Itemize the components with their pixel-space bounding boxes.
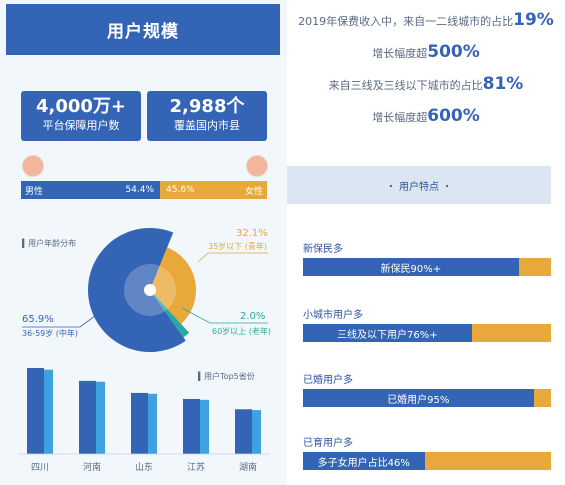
income-line-2: 增长幅度超500% [372, 42, 480, 62]
province-bar-3-b [148, 393, 157, 454]
feature-title-1: 新保民多 [303, 244, 343, 255]
male-pct: 54.4% [125, 185, 154, 195]
donut-center [144, 284, 156, 296]
age-young-label: 35岁以下 (青年) [208, 242, 267, 251]
female-pct: 45.6% [166, 185, 195, 195]
income-line-4: 增长幅度超600% [372, 106, 480, 126]
age-middle-pct: 65.9% [22, 314, 54, 325]
province-bar-4-b [200, 399, 209, 454]
leader-line-middle [22, 304, 111, 328]
age-young-pct: 32.1% [236, 228, 268, 239]
province-label-2: 河南 [82, 463, 101, 473]
age-donut-chart [87, 228, 196, 352]
province-bar-4-a [183, 398, 200, 454]
female-bar: 45.6% 女性 [160, 181, 267, 199]
income-line-1: 2019年保费收入中，来自一二线城市的占比19% [298, 10, 554, 30]
male-avatar-icon [22, 155, 44, 177]
stat-users-number: 4,000万+ [35, 96, 127, 117]
province-label-1: 四川 [30, 463, 49, 473]
stat-counties-number: 2,988个 [169, 96, 245, 117]
province-bar-1-a [27, 368, 44, 454]
age-leader-lines [22, 252, 268, 328]
province-bar-3-a [131, 392, 148, 454]
stat-users-label: 平台保障用户数 [42, 119, 120, 132]
feature-title-4: 已育用户多 [303, 438, 353, 449]
province-label-5: 湖南 [238, 463, 257, 473]
province-label-4: 江苏 [186, 463, 205, 473]
feature-bar-2: 三线及以下用户76%+ [303, 324, 551, 342]
age-old-pct: 2.0% [240, 311, 266, 322]
feature-fill-3: 已婚用户95% [303, 389, 534, 407]
feature-bar-1: 新保民90%+ [303, 258, 551, 276]
leader-line-old [181, 307, 268, 324]
province-bar-5-a [235, 409, 252, 454]
stat-users: 4,000万+ 平台保障用户数 [21, 91, 141, 141]
feature-title-3: 已婚用户多 [303, 375, 353, 386]
income-line-3: 来自三线及三线以下城市的占比81% [328, 74, 524, 94]
male-label: 男性 [25, 186, 44, 197]
province-labels: 四川 河南 山东 江苏 湖南 [0, 460, 287, 474]
features-header: ・ 用户特点 ・ [287, 166, 551, 204]
page-title: 用户规模 [6, 4, 280, 55]
province-bar-2-b [96, 381, 105, 454]
feature-fill-4: 多子女用户占比46% [303, 452, 425, 470]
feature-fill-2: 三线及以下用户76%+ [303, 324, 472, 342]
age-segment-middle [87, 228, 186, 352]
female-avatar-icon [246, 155, 268, 177]
feature-bar-4: 多子女用户占比46% [303, 452, 551, 470]
male-bar: 男性 54.4% [21, 181, 160, 199]
female-label: 女性 [244, 186, 263, 197]
province-bar-5-b [252, 410, 261, 454]
age-chart-title: ▍用户年龄分布 [22, 239, 77, 248]
province-bar-1-b [44, 369, 53, 454]
stat-counties-label: 覆盖国内市县 [174, 119, 240, 132]
province-chart-title: ▍用户Top5省份 [198, 372, 255, 381]
province-bar-2-a [79, 380, 96, 454]
feature-fill-1: 新保民90%+ [303, 258, 519, 276]
age-segment-old [150, 290, 190, 338]
feature-title-2: 小城市用户多 [303, 310, 363, 321]
stat-counties: 2,988个 覆盖国内市县 [147, 91, 267, 141]
age-middle-label: 36-59岁 (中年) [22, 329, 79, 338]
age-old-label: 60岁以上 (老年) [212, 327, 271, 336]
province-bar-chart [18, 368, 270, 455]
province-label-3: 山东 [134, 463, 153, 473]
age-segment-young [150, 247, 196, 324]
feature-bar-3: 已婚用户95% [303, 389, 551, 407]
leader-line-young [197, 252, 268, 263]
